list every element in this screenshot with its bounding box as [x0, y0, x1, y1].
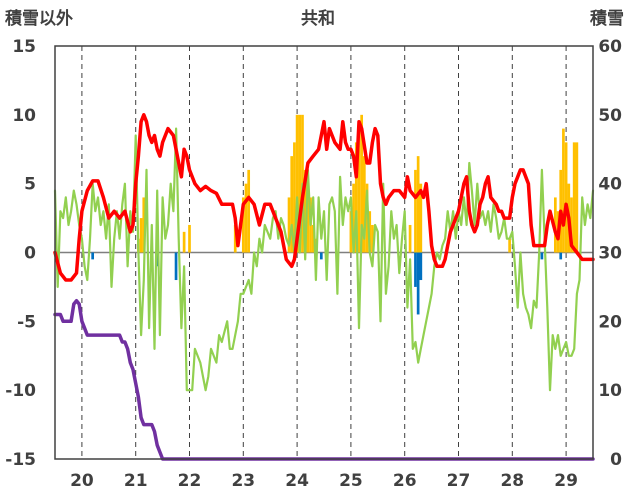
- precip-bar: [419, 252, 423, 281]
- snowfall-bar: [416, 156, 420, 253]
- x-tick-label: 25: [339, 471, 363, 491]
- snowfall-bar: [363, 156, 366, 253]
- snowfall-bar: [357, 128, 361, 253]
- precip-bar: [174, 252, 178, 281]
- snowfall-bar: [233, 224, 237, 253]
- right-tick-label: 30: [598, 244, 622, 264]
- snowfall-bar: [349, 211, 353, 253]
- x-tick-label: 28: [500, 471, 524, 491]
- x-tick-label: 27: [447, 471, 471, 491]
- snowfall-bar: [287, 197, 291, 253]
- left-tick-label: -5: [17, 312, 36, 332]
- temperature-line: [53, 113, 595, 282]
- snowfall-bar: [508, 238, 511, 253]
- snowfall-bar: [293, 142, 296, 253]
- snowfall-bar: [572, 142, 576, 253]
- snowfall-bar: [562, 128, 565, 253]
- precip-bar: [319, 252, 323, 260]
- x-tick-label: 29: [554, 471, 578, 491]
- left-tick-label: -10: [5, 381, 36, 401]
- precip-bar: [416, 252, 420, 315]
- snowfall-bar: [244, 183, 248, 253]
- snowfall-bar: [570, 197, 573, 253]
- snowfall-bar: [298, 114, 302, 253]
- snowfall-bar: [575, 142, 579, 253]
- precip-bar: [559, 252, 563, 260]
- snowfall-bar: [360, 114, 364, 253]
- snowfall-bar: [365, 183, 369, 253]
- snowfall-bar: [241, 197, 245, 253]
- snowfall-bar: [371, 224, 374, 253]
- right-tick-label: 40: [598, 175, 622, 195]
- snowfall-bar: [290, 156, 294, 253]
- snowfall-bar: [303, 169, 307, 253]
- x-tick-label: 26: [393, 471, 417, 491]
- snowfall-bar: [182, 231, 186, 253]
- snowfall-bar: [188, 224, 191, 253]
- labels: 20 21 22 23 24 25 26 27 28 29151050-5-10-15605040…: [5, 37, 622, 491]
- left-tick-label: 5: [24, 175, 36, 195]
- right-axis-label: 積雪: [590, 8, 624, 29]
- right-tick-label: 60: [598, 37, 622, 57]
- x-tick-label: 20: [70, 471, 94, 491]
- x-tick-label: 24: [285, 471, 309, 491]
- left-tick-label: 0: [24, 244, 36, 264]
- precip-bar: [91, 252, 95, 260]
- snowfall-bar: [419, 183, 423, 253]
- left-tick-label: -15: [5, 450, 36, 470]
- right-tick-label: 20: [598, 312, 622, 332]
- snowfall-bar: [352, 183, 355, 253]
- snowfall-bar: [247, 169, 251, 253]
- snowfall-bar: [142, 197, 146, 253]
- chart-title: 共和: [301, 9, 335, 29]
- snowfall-bar: [408, 224, 412, 253]
- snowfall-bar: [414, 169, 417, 253]
- snowfall-bar: [139, 218, 143, 253]
- snowfall-bar: [564, 142, 568, 253]
- left-tick-label: 10: [12, 106, 36, 126]
- left-axis-label: 積雪以外: [5, 8, 73, 29]
- left-tick-label: 15: [12, 37, 36, 57]
- right-tick-label: 10: [598, 381, 622, 401]
- snowfall-bar: [295, 114, 299, 253]
- plot-border: [54, 45, 594, 460]
- x-tick-label: 22: [178, 471, 202, 491]
- precip-bar: [155, 252, 159, 267]
- snowfall-bar: [306, 183, 310, 253]
- snowfall-bar: [311, 224, 315, 253]
- right-tick-label: 50: [598, 106, 622, 126]
- x-tick-label: 21: [124, 471, 148, 491]
- precip-bar: [414, 252, 417, 287]
- precip-bar: [540, 252, 544, 260]
- right-tick-label: 0: [610, 450, 622, 470]
- x-tick-label: 23: [231, 471, 255, 491]
- humidity-line: [53, 127, 595, 392]
- snowfall-bar: [354, 142, 358, 253]
